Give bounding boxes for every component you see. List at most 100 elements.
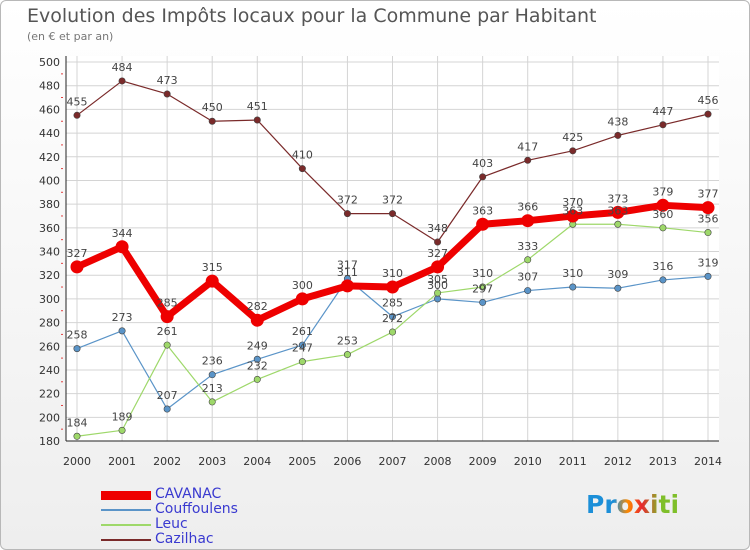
data-label: 316 (652, 260, 673, 273)
data-point (434, 289, 442, 297)
legend-label: CAVANAC (155, 486, 222, 502)
data-label: 282 (247, 300, 268, 313)
data-label: 315 (202, 261, 223, 274)
x-tick-label: 2006 (333, 455, 361, 468)
data-point (73, 432, 81, 440)
y-tick-label: 320 (39, 269, 60, 282)
data-label: 317 (337, 259, 358, 272)
data-label: 253 (337, 335, 358, 348)
y-tick-label: 260 (39, 340, 60, 353)
legend-label: Cazilhac (155, 531, 214, 547)
data-label: 377 (698, 188, 719, 201)
data-label: 272 (382, 312, 403, 325)
y-tick-label: 360 (39, 222, 60, 235)
chart-subtitle: (en € et par an) (27, 30, 114, 43)
data-label: 363 (472, 204, 493, 217)
data-point (614, 131, 622, 139)
data-point (388, 210, 396, 218)
x-tick-label: 2000 (63, 455, 91, 468)
data-point (298, 165, 306, 173)
data-label: 348 (427, 222, 448, 235)
data-label: 300 (427, 279, 448, 292)
x-tick-label: 2003 (198, 455, 226, 468)
y-tick-label: 460 (39, 103, 60, 116)
x-tick-label: 2007 (379, 455, 407, 468)
data-point (343, 351, 351, 359)
data-label: 310 (382, 267, 403, 280)
data-label: 310 (562, 267, 583, 280)
data-label: 373 (607, 192, 628, 205)
data-label: 309 (607, 268, 628, 281)
legend-swatch (101, 491, 151, 500)
data-point (73, 111, 81, 119)
data-label: 455 (67, 95, 88, 108)
data-point (388, 313, 396, 321)
data-label: 300 (292, 279, 313, 292)
data-label: 447 (652, 105, 673, 118)
y-tick-label: 380 (39, 198, 60, 211)
data-point (566, 209, 580, 223)
data-label: 403 (472, 157, 493, 170)
data-label: 363 (562, 204, 583, 217)
y-tick-label: 400 (39, 174, 60, 187)
data-label: 484 (112, 61, 133, 74)
data-point (163, 341, 171, 349)
proxiti-logo: Proxiti (586, 490, 679, 519)
data-point (614, 220, 622, 228)
data-label: 297 (472, 282, 493, 295)
data-point (569, 147, 577, 155)
data-point (659, 224, 667, 232)
data-point (434, 238, 442, 246)
data-point (479, 173, 487, 181)
data-label: 307 (517, 271, 538, 284)
data-point (253, 116, 261, 124)
data-point (205, 274, 219, 288)
data-point (521, 214, 535, 228)
data-label: 261 (157, 325, 178, 338)
x-tick-label: 2009 (469, 455, 497, 468)
data-point (298, 358, 306, 366)
data-label: 232 (247, 359, 268, 372)
data-label: 438 (607, 115, 628, 128)
data-label: 333 (517, 240, 538, 253)
x-tick-label: 2011 (559, 455, 587, 468)
data-label: 456 (698, 94, 719, 107)
data-point (208, 371, 216, 379)
data-label: 363 (607, 204, 628, 217)
data-point (476, 217, 490, 231)
data-point (524, 156, 532, 164)
data-point (340, 279, 354, 293)
y-tick-label: 500 (39, 56, 60, 69)
data-point (434, 295, 442, 303)
data-label: 247 (292, 342, 313, 355)
legend-swatch (101, 509, 151, 511)
data-point (611, 205, 625, 219)
legend-swatch (101, 539, 151, 541)
data-point (208, 117, 216, 125)
data-point (479, 298, 487, 306)
data-point (388, 328, 396, 336)
data-point (163, 90, 171, 98)
x-tick-label: 2004 (243, 455, 271, 468)
data-point (704, 272, 712, 280)
y-tick-label: 300 (39, 293, 60, 306)
y-tick-label: 240 (39, 364, 60, 377)
x-tick-label: 2005 (288, 455, 316, 468)
data-point (73, 345, 81, 353)
data-point (386, 280, 399, 294)
data-point (704, 229, 712, 237)
data-label: 213 (202, 382, 223, 395)
data-point (253, 375, 261, 383)
data-label: 425 (562, 131, 583, 144)
data-point (298, 341, 306, 349)
data-label: 311 (337, 266, 358, 279)
data-label: 261 (292, 325, 313, 338)
data-label: 366 (517, 201, 538, 214)
data-label: 236 (202, 355, 223, 368)
y-tick-label: 200 (39, 411, 60, 424)
data-point (70, 260, 84, 274)
data-point (343, 210, 351, 218)
y-tick-label: 280 (39, 317, 60, 330)
